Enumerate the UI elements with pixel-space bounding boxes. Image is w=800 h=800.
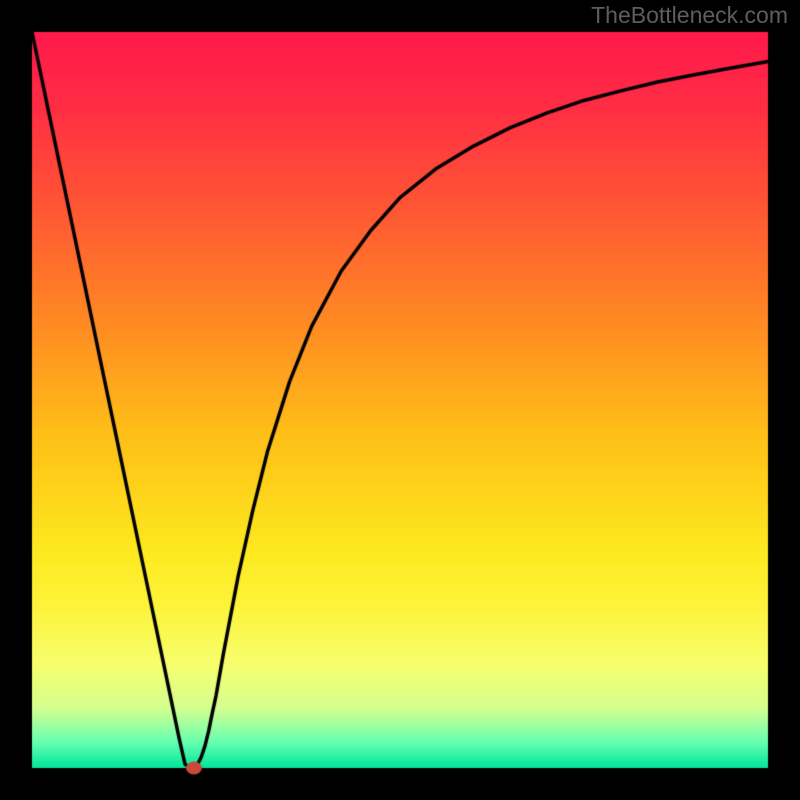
watermark-text: TheBottleneck.com	[591, 2, 788, 29]
bottleneck-chart-canvas	[0, 0, 800, 800]
chart-container: TheBottleneck.com	[0, 0, 800, 800]
